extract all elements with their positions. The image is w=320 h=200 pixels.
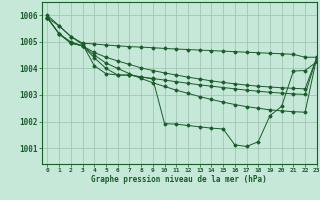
X-axis label: Graphe pression niveau de la mer (hPa): Graphe pression niveau de la mer (hPa) <box>91 175 267 184</box>
